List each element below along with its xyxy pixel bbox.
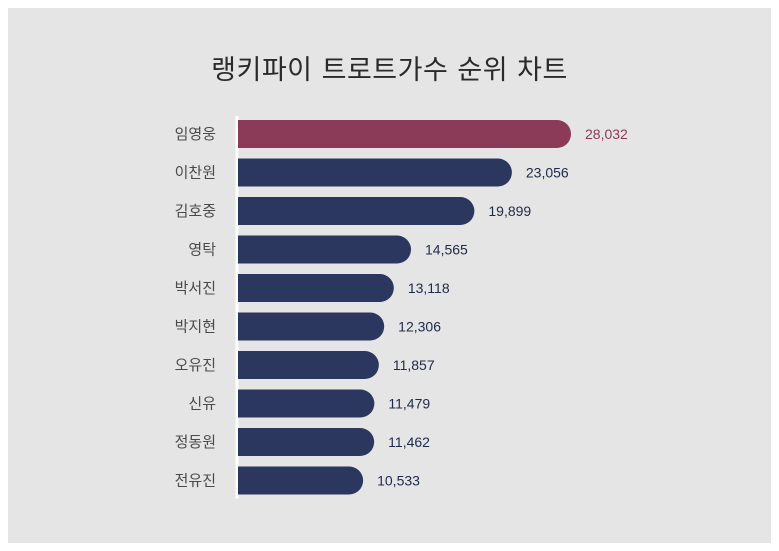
category-label: 박서진 bbox=[175, 279, 216, 297]
category-label: 김호중 bbox=[175, 202, 216, 220]
bar-2 bbox=[238, 158, 512, 187]
category-label: 이찬원 bbox=[175, 164, 216, 182]
bar-10 bbox=[238, 466, 364, 495]
value-label: 10,533 bbox=[377, 473, 420, 489]
bar-8 bbox=[238, 389, 375, 418]
bar-4 bbox=[238, 235, 412, 264]
chart-background bbox=[8, 8, 771, 543]
bar-7 bbox=[238, 351, 379, 379]
value-label: 13,118 bbox=[408, 280, 450, 296]
value-label: 23,056 bbox=[526, 165, 569, 181]
bar-6 bbox=[238, 312, 385, 341]
category-label: 신유 bbox=[188, 395, 216, 413]
bar-3 bbox=[238, 197, 475, 225]
category-label: 박지현 bbox=[175, 318, 216, 336]
value-label: 12,306 bbox=[398, 319, 441, 335]
value-label: 14,565 bbox=[425, 242, 468, 258]
bar-1 bbox=[238, 120, 571, 148]
value-label: 28,032 bbox=[585, 126, 628, 142]
value-label: 19,899 bbox=[488, 203, 531, 219]
chart-title: 랭키파이 트로트가수 순위 차트 bbox=[211, 55, 568, 86]
value-label: 11,479 bbox=[388, 396, 430, 412]
category-label: 영탁 bbox=[188, 241, 216, 259]
category-label: 임영웅 bbox=[175, 125, 216, 143]
value-label: 11,462 bbox=[388, 434, 430, 450]
category-label: 오유진 bbox=[175, 356, 216, 374]
category-label: 정동원 bbox=[175, 433, 216, 451]
value-label: 11,857 bbox=[393, 357, 435, 373]
bar-5 bbox=[238, 274, 394, 302]
category-label: 전유진 bbox=[175, 472, 216, 490]
bar-9 bbox=[238, 428, 375, 456]
